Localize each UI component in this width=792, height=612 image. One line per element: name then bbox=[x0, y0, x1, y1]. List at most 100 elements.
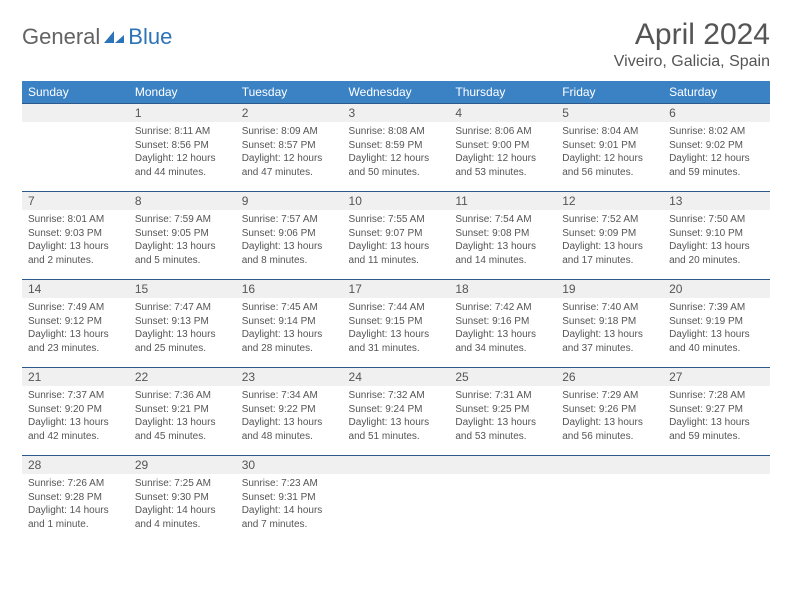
title-block: April 2024 Viveiro, Galicia, Spain bbox=[614, 18, 770, 71]
day-details: Sunrise: 8:06 AMSunset: 9:00 PMDaylight:… bbox=[449, 122, 556, 185]
sunrise-text: Sunrise: 7:26 AM bbox=[28, 477, 123, 491]
day-number: 28 bbox=[22, 456, 129, 474]
weekday-header: Sunday bbox=[22, 81, 129, 104]
sunset-text: Sunset: 9:30 PM bbox=[135, 491, 230, 505]
calendar-cell: 20Sunrise: 7:39 AMSunset: 9:19 PMDayligh… bbox=[663, 280, 770, 368]
calendar-cell: 27Sunrise: 7:28 AMSunset: 9:27 PMDayligh… bbox=[663, 368, 770, 456]
daylight-text-2: and 20 minutes. bbox=[669, 254, 764, 268]
sunrise-text: Sunrise: 7:42 AM bbox=[455, 301, 550, 315]
calendar-cell: 17Sunrise: 7:44 AMSunset: 9:15 PMDayligh… bbox=[343, 280, 450, 368]
daylight-text-1: Daylight: 13 hours bbox=[455, 240, 550, 254]
daylight-text-2: and 40 minutes. bbox=[669, 342, 764, 356]
sunrise-text: Sunrise: 8:08 AM bbox=[349, 125, 444, 139]
day-number: 15 bbox=[129, 280, 236, 298]
daylight-text-1: Daylight: 13 hours bbox=[562, 240, 657, 254]
day-details: Sunrise: 7:39 AMSunset: 9:19 PMDaylight:… bbox=[663, 298, 770, 361]
calendar-cell: 22Sunrise: 7:36 AMSunset: 9:21 PMDayligh… bbox=[129, 368, 236, 456]
day-details: Sunrise: 7:31 AMSunset: 9:25 PMDaylight:… bbox=[449, 386, 556, 449]
day-number: 26 bbox=[556, 368, 663, 386]
sunset-text: Sunset: 9:25 PM bbox=[455, 403, 550, 417]
sunset-text: Sunset: 9:18 PM bbox=[562, 315, 657, 329]
calendar-cell: 1 Sunrise: 8:11 AMSunset: 8:56 PMDaylight… bbox=[129, 104, 236, 192]
sunset-text: Sunset: 9:10 PM bbox=[669, 227, 764, 241]
daylight-text-2: and 53 minutes. bbox=[455, 166, 550, 180]
sunrise-text: Sunrise: 7:50 AM bbox=[669, 213, 764, 227]
daylight-text-2: and 2 minutes. bbox=[28, 254, 123, 268]
day-details: Sunrise: 7:32 AMSunset: 9:24 PMDaylight:… bbox=[343, 386, 450, 449]
day-number: 11 bbox=[449, 192, 556, 210]
daylight-text-1: Daylight: 13 hours bbox=[242, 240, 337, 254]
weekday-header: Thursday bbox=[449, 81, 556, 104]
daylight-text-1: Daylight: 13 hours bbox=[135, 240, 230, 254]
sunrise-text: Sunrise: 7:40 AM bbox=[562, 301, 657, 315]
daylight-text-2: and 31 minutes. bbox=[349, 342, 444, 356]
calendar-cell: 12Sunrise: 7:52 AMSunset: 9:09 PMDayligh… bbox=[556, 192, 663, 280]
day-number: 22 bbox=[129, 368, 236, 386]
day-number: 19 bbox=[556, 280, 663, 298]
sunrise-text: Sunrise: 7:25 AM bbox=[135, 477, 230, 491]
day-details: Sunrise: 7:42 AMSunset: 9:16 PMDaylight:… bbox=[449, 298, 556, 361]
sunset-text: Sunset: 9:31 PM bbox=[242, 491, 337, 505]
daylight-text-1: Daylight: 12 hours bbox=[349, 152, 444, 166]
daylight-text-1: Daylight: 13 hours bbox=[669, 416, 764, 430]
sunrise-text: Sunrise: 7:47 AM bbox=[135, 301, 230, 315]
sunset-text: Sunset: 9:09 PM bbox=[562, 227, 657, 241]
calendar-cell: 30 Sunrise: 7:23 AMSunset: 9:31 PMDayligh… bbox=[236, 456, 343, 544]
day-details: Sunrise: 8:09 AMSunset: 8:57 PMDaylight:… bbox=[236, 122, 343, 185]
sunset-text: Sunset: 9:07 PM bbox=[349, 227, 444, 241]
calendar-cell: 4Sunrise: 8:06 AMSunset: 9:00 PMDaylight… bbox=[449, 104, 556, 192]
sunrise-text: Sunrise: 7:49 AM bbox=[28, 301, 123, 315]
calendar-cell: 19Sunrise: 7:40 AMSunset: 9:18 PMDayligh… bbox=[556, 280, 663, 368]
day-number: 2 bbox=[236, 104, 343, 122]
sunrise-text: Sunrise: 8:01 AM bbox=[28, 213, 123, 227]
day-number: 27 bbox=[663, 368, 770, 386]
location: Viveiro, Galicia, Spain bbox=[614, 53, 770, 71]
daylight-text-2: and 23 minutes. bbox=[28, 342, 123, 356]
calendar-table: Sunday Monday Tuesday Wednesday Thursday… bbox=[22, 81, 770, 544]
daylight-text-2: and 50 minutes. bbox=[349, 166, 444, 180]
daylight-text-2: and 44 minutes. bbox=[135, 166, 230, 180]
daylight-text-1: Daylight: 13 hours bbox=[562, 328, 657, 342]
day-number: 1 bbox=[129, 104, 236, 122]
weekday-header-row: Sunday Monday Tuesday Wednesday Thursday… bbox=[22, 81, 770, 104]
day-number: 6 bbox=[663, 104, 770, 122]
day-details: Sunrise: 8:02 AMSunset: 9:02 PMDaylight:… bbox=[663, 122, 770, 185]
sunset-text: Sunset: 9:08 PM bbox=[455, 227, 550, 241]
calendar-cell: 3Sunrise: 8:08 AMSunset: 8:59 PMDaylight… bbox=[343, 104, 450, 192]
sunrise-text: Sunrise: 8:04 AM bbox=[562, 125, 657, 139]
sunset-text: Sunset: 8:56 PM bbox=[135, 139, 230, 153]
sunrise-text: Sunrise: 8:09 AM bbox=[242, 125, 337, 139]
day-details: Sunrise: 7:37 AMSunset: 9:20 PMDaylight:… bbox=[22, 386, 129, 449]
sunrise-text: Sunrise: 8:11 AM bbox=[135, 125, 230, 139]
day-details: Sunrise: 7:55 AMSunset: 9:07 PMDaylight:… bbox=[343, 210, 450, 273]
daylight-text-1: Daylight: 14 hours bbox=[28, 504, 123, 518]
daylight-text-1: Daylight: 14 hours bbox=[242, 504, 337, 518]
day-number bbox=[556, 456, 663, 460]
day-details: Sunrise: 7:47 AMSunset: 9:13 PMDaylight:… bbox=[129, 298, 236, 361]
sunrise-text: Sunrise: 7:44 AM bbox=[349, 301, 444, 315]
sunrise-text: Sunrise: 7:23 AM bbox=[242, 477, 337, 491]
weekday-header: Friday bbox=[556, 81, 663, 104]
calendar-cell: 29Sunrise: 7:25 AMSunset: 9:30 PMDayligh… bbox=[129, 456, 236, 544]
daylight-text-1: Daylight: 13 hours bbox=[242, 416, 337, 430]
day-number: 30 bbox=[236, 456, 343, 474]
day-details: Sunrise: 7:54 AMSunset: 9:08 PMDaylight:… bbox=[449, 210, 556, 273]
calendar-cell: 18Sunrise: 7:42 AMSunset: 9:16 PMDayligh… bbox=[449, 280, 556, 368]
sunrise-text: Sunrise: 7:54 AM bbox=[455, 213, 550, 227]
day-details: Sunrise: 7:50 AMSunset: 9:10 PMDaylight:… bbox=[663, 210, 770, 273]
sunrise-text: Sunrise: 7:36 AM bbox=[135, 389, 230, 403]
day-number: 5 bbox=[556, 104, 663, 122]
sunrise-text: Sunrise: 7:57 AM bbox=[242, 213, 337, 227]
daylight-text-1: Daylight: 12 hours bbox=[135, 152, 230, 166]
sunrise-text: Sunrise: 7:32 AM bbox=[349, 389, 444, 403]
daylight-text-1: Daylight: 13 hours bbox=[28, 240, 123, 254]
day-number: 29 bbox=[129, 456, 236, 474]
sunset-text: Sunset: 9:22 PM bbox=[242, 403, 337, 417]
daylight-text-2: and 4 minutes. bbox=[135, 518, 230, 532]
daylight-text-2: and 42 minutes. bbox=[28, 430, 123, 444]
daylight-text-1: Daylight: 13 hours bbox=[28, 328, 123, 342]
sunrise-text: Sunrise: 7:45 AM bbox=[242, 301, 337, 315]
day-number: 14 bbox=[22, 280, 129, 298]
day-details: Sunrise: 7:44 AMSunset: 9:15 PMDaylight:… bbox=[343, 298, 450, 361]
day-details: Sunrise: 7:40 AMSunset: 9:18 PMDaylight:… bbox=[556, 298, 663, 361]
